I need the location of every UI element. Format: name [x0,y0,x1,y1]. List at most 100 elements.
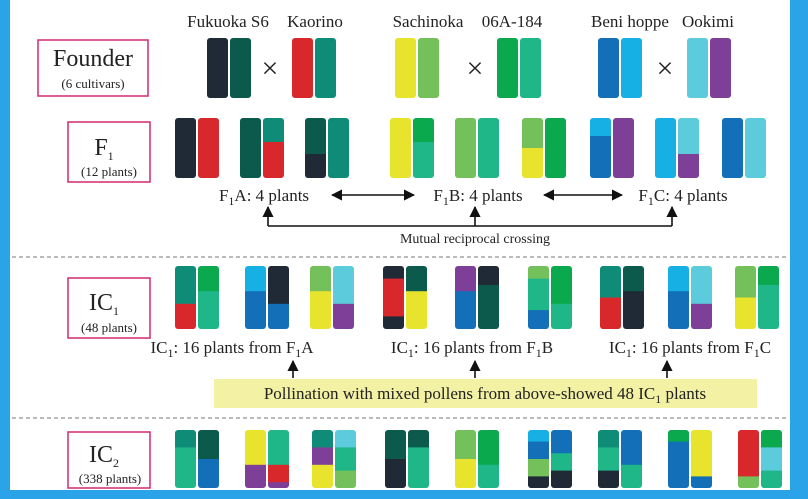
chromosome [175,266,196,330]
segment [455,430,476,460]
label-main: IC [89,442,113,468]
ic1-group: IC1: 16 plants from F1C [609,338,771,360]
g-mid: : 16 plants from F [414,338,536,357]
segment [455,291,476,329]
chromosome [613,118,634,179]
segment [292,38,313,99]
chromosome [621,38,642,99]
chromosome [175,430,196,489]
segment [528,476,549,488]
segment [310,266,331,292]
segment [598,447,619,471]
segment [761,447,782,471]
segment [545,118,566,179]
segment [691,304,712,330]
segment [207,38,228,99]
chromosome [478,430,499,489]
segment [418,38,439,99]
chromosome [408,430,429,489]
segment [678,154,699,179]
segment [478,266,499,285]
segment [520,38,541,99]
cultivar: Beni hoppe [591,12,669,31]
f1-count: (12 plants) [81,164,137,179]
segment [551,304,572,330]
segment [668,430,689,442]
chromosome [687,38,708,99]
ic1-group: IC1: 16 plants from F1B [391,338,553,360]
segment [198,430,219,460]
chromosome [385,430,406,489]
segment [758,266,779,285]
segment [528,430,549,442]
chromosome [245,266,266,330]
chromosome [522,118,543,179]
chromosome [455,118,476,179]
segment [528,279,549,311]
cross-sign: × [467,52,484,85]
chromosome [383,266,404,330]
segment [478,118,499,179]
segment [175,430,196,448]
segment [315,38,336,99]
segment [522,148,543,179]
segment [528,266,549,279]
ic2-count: (338 plants) [79,471,141,486]
chromosome [198,430,219,489]
segment [383,279,404,317]
chromosome [600,266,621,330]
segment [478,465,499,489]
chromosome [668,430,689,489]
segment [385,430,406,460]
segment [623,266,644,292]
segment [738,476,759,488]
segment [198,459,219,489]
founder-count: (6 cultivars) [61,76,124,91]
segment [613,118,634,179]
g-main: IC [609,338,626,357]
cultivar: 06A-184 [482,12,543,31]
chromosome [315,38,336,99]
segment [245,266,266,292]
segment [758,285,779,330]
chromosome [305,118,326,179]
g-rest: C: 4 plants [654,186,728,205]
segment [497,38,518,99]
segment [455,459,476,489]
segment [333,266,354,304]
chromosome [551,266,572,330]
segment [245,291,266,329]
segment [268,430,289,465]
g-mid: : 16 plants from F [173,338,295,357]
segment [198,118,219,179]
segment [478,430,499,465]
chromosome [455,266,476,330]
segment [551,266,572,304]
chromosome [598,38,619,99]
segment [268,465,289,483]
g-rest: C [760,338,771,357]
segment [691,476,712,488]
segment [551,471,572,489]
segment [175,266,196,304]
chromosome [590,118,611,179]
pollination-text: Pollination with mixed pollens from abov… [264,384,706,406]
segment [655,118,676,179]
g-rest: B [542,338,553,357]
cultivar: Sachinoka [393,12,464,31]
chromosome [745,118,766,179]
chromosome [268,266,289,330]
segment [268,482,289,488]
segment [761,471,782,489]
chromosome [418,38,439,99]
segment [598,430,619,448]
segment [691,266,712,304]
segment [395,38,416,99]
chromosome [722,118,743,179]
chromosome [520,38,541,99]
label-main: F [94,135,107,161]
segment [333,304,354,330]
chromosome [240,118,261,179]
label-sub: 2 [113,456,119,470]
diagram: Founder (6 cultivars) Fukuoka S6 Kaorino… [0,0,808,499]
